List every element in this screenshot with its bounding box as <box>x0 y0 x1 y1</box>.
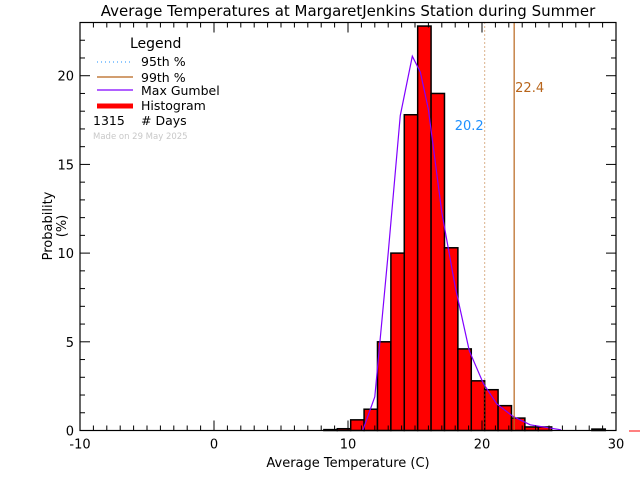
x-tick-label: 20 <box>474 438 491 453</box>
legend-title: Legend <box>130 36 181 52</box>
legend-label-95th: 95th % <box>141 54 186 69</box>
histogram-bar <box>443 247 459 432</box>
y-axis-label: Probability <box>41 191 56 260</box>
histogram-bar <box>457 348 473 432</box>
legend-days-count: 1315 <box>93 113 125 128</box>
y-axis-unit: (%) <box>55 215 70 238</box>
x-tick-label: 0 <box>210 438 218 453</box>
percentile-label-99th: 22.4 <box>515 81 544 96</box>
legend-days-label: # Days <box>141 113 187 128</box>
histogram-bar <box>510 417 526 432</box>
legend-label-99th: 99th % <box>141 70 186 85</box>
y-tick-label: 0 <box>66 425 74 440</box>
histogram-bar <box>349 419 365 432</box>
y-tick-label: 20 <box>57 70 74 85</box>
histogram-bar <box>416 25 432 432</box>
gumbel-curve <box>362 54 562 431</box>
x-tick-label: 30 <box>608 438 625 453</box>
histogram-bar <box>403 113 419 432</box>
x-tick-label: -10 <box>69 438 90 453</box>
histogram-bar <box>470 380 486 432</box>
legend-label-histogram: Histogram <box>141 98 206 113</box>
legend-label-gumbel: Max Gumbel <box>141 83 220 98</box>
made-on-note: Made on 29 May 2025 <box>93 132 188 142</box>
histogram-bar <box>376 341 392 432</box>
legend: Legend 95th % 99th % Max Gumbel Histogra… <box>93 36 220 142</box>
x-axis-label: Average Temperature (C) <box>266 456 429 471</box>
y-tick-label: 15 <box>57 158 74 173</box>
percentile-lines: 20.2 22.4 <box>455 22 544 431</box>
x-tick-label: 10 <box>340 438 357 453</box>
gumbel-curve-group <box>362 54 562 431</box>
chart-title: Average Temperatures at MargaretJenkins … <box>101 2 596 20</box>
histogram-bar <box>390 252 406 432</box>
y-tick-label: 5 <box>66 336 74 351</box>
y-tick-label: 10 <box>57 247 74 262</box>
percentile-label-95th: 20.2 <box>455 119 484 134</box>
histogram-bars <box>323 25 607 432</box>
